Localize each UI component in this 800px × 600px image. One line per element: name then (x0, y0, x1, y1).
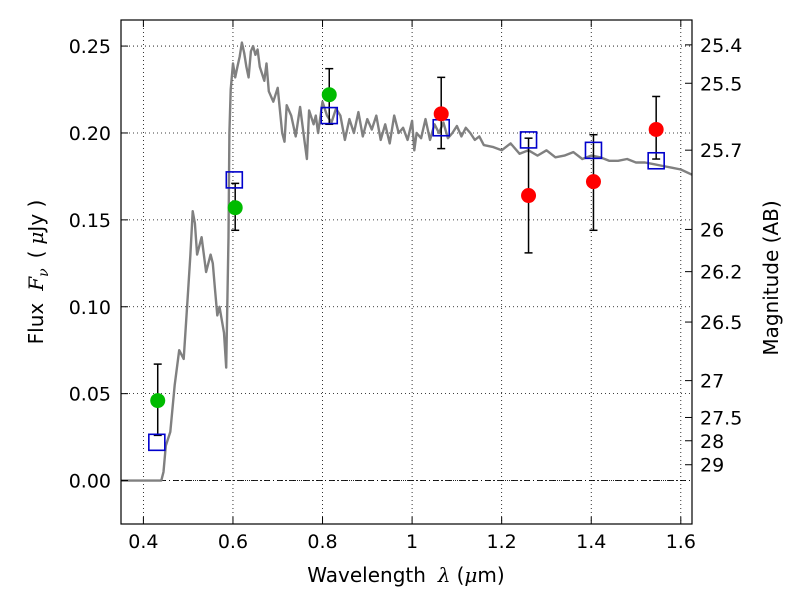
model-spectrum-layer (121, 41, 693, 482)
x-tick-label-3: 1 (406, 531, 418, 553)
green-point-2 (321, 87, 337, 103)
y2-tick-label-8: 28 (700, 431, 724, 453)
x-tick-label-4: 1.2 (487, 531, 517, 553)
y2-tick-label-7: 27.5 (700, 407, 742, 429)
model-photometry-square-0 (148, 433, 166, 452)
y2-tick-label-5: 26.5 (700, 312, 742, 334)
y-tick-label-2: 0.10 (69, 297, 111, 319)
red-point-1 (521, 188, 537, 204)
x-axis-label: Wavelength λ (μm) (307, 563, 504, 587)
model-photometry-square-5 (584, 141, 603, 160)
red-point-2 (585, 174, 601, 190)
x-tick-label-5: 1.4 (576, 531, 606, 553)
red-point-0 (433, 106, 449, 122)
green-point-1 (227, 200, 243, 216)
y2-tick-label-0: 25.4 (700, 35, 742, 57)
model-photometry-square-6 (647, 151, 665, 170)
model-spectrum-line (121, 41, 693, 482)
red-point-3 (648, 121, 664, 137)
y2-tick-label-2: 25.7 (700, 140, 742, 162)
plot-frame (120, 19, 693, 525)
y2-tick-label-9: 29 (700, 455, 724, 477)
y2-tick-label-3: 26 (700, 219, 724, 241)
x-tick-label-2: 0.8 (307, 531, 337, 553)
y-tick-label-3: 0.15 (69, 210, 111, 232)
y-tick-label-4: 0.20 (69, 123, 111, 145)
model-photometry-square-4 (519, 131, 538, 149)
axis-ticks-layer: 0.4 0.6 0.8 1 1.2 1.4 1.6 0.00 0.05 0.10 0.15 0.20 0… (69, 20, 742, 553)
model-photometry-square-1 (225, 171, 244, 189)
y2-tick-label-1: 25.5 (700, 73, 742, 95)
green-point-0 (150, 393, 166, 409)
secondary-y-axis-label: Magnitude (AB) (759, 200, 783, 355)
x-tick-label-1: 0.6 (218, 531, 248, 553)
y-tick-label-1: 0.05 (69, 384, 111, 406)
data-points-layer (148, 87, 665, 452)
y-axis-label: FluxFν(μJy ) (24, 200, 52, 345)
y-tick-label-5: 0.25 (69, 36, 111, 58)
y2-tick-label-4: 26.2 (700, 262, 742, 284)
x-tick-label-6: 1.6 (666, 531, 696, 553)
x-tick-label-0: 0.4 (128, 531, 158, 553)
y2-tick-label-6: 27 (700, 371, 724, 393)
y-tick-label-0: 0.00 (69, 471, 111, 493)
model-photometry-square-2 (320, 106, 339, 125)
